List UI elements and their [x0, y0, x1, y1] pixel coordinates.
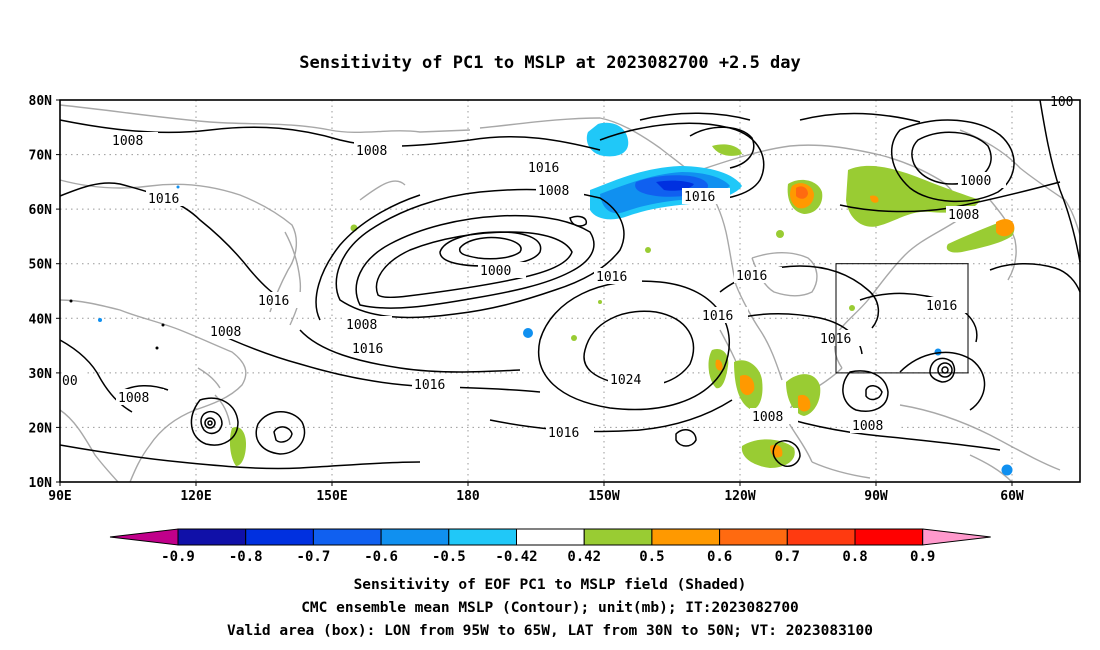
lat-tick-label: 60N: [29, 203, 53, 218]
shade-patch-positive: [740, 374, 755, 396]
shade-patch-positive: [712, 144, 742, 156]
colorbar-label: -0.9: [161, 549, 195, 565]
figure-title: Sensitivity of PC1 to MSLP at 2023082700…: [299, 53, 801, 73]
contour-label: 1024: [610, 373, 641, 388]
contour-label: 1008: [356, 144, 387, 159]
colorbar-label: -0.5: [432, 549, 466, 565]
colorbar-label: 0.42: [567, 549, 601, 565]
colorbar-label: -0.8: [229, 549, 263, 565]
colorbar-label: 0.5: [639, 549, 664, 565]
contour-specks: [69, 299, 165, 350]
contour-label: 1008: [948, 208, 979, 223]
shade-patch-negative: [176, 185, 180, 189]
colorbar-swatch: [380, 528, 450, 546]
contour-label: 1008: [118, 391, 149, 406]
contour-label: 100: [1050, 95, 1073, 110]
colorbar-swatch: [312, 528, 382, 546]
caption-line-2: CMC ensemble mean MSLP (Contour); unit(m…: [301, 600, 799, 616]
colorbar-label: 0.7: [775, 549, 800, 565]
contour-label: 1016: [736, 269, 767, 284]
contour-label: 1008: [752, 410, 783, 425]
contour-label: 1016: [702, 309, 733, 324]
contour-label: 1000: [480, 264, 511, 279]
caption-line-3: Valid area (box): LON from 95W to 65W, L…: [227, 623, 873, 639]
mslp-contours: [59, 99, 1081, 470]
shade-patch-negative: [98, 318, 102, 322]
contour-label: 1008: [852, 419, 883, 434]
lon-tick-label: 180: [456, 489, 480, 504]
colorbar-swatch: [245, 528, 314, 546]
lat-tick-label: 20N: [29, 421, 53, 436]
colorbar-label: 0.6: [707, 549, 732, 565]
valid-area-box: [835, 263, 969, 374]
colorbar: -0.9 -0.8 -0.7 -0.6 -0.5 -0.42 0.42 0.5 0.6 0.7 0.…: [109, 528, 991, 565]
contour-label: 1000: [960, 174, 991, 189]
contour-label: 1016: [926, 299, 957, 314]
shade-patch-positive: [741, 439, 795, 468]
shade-patch-positive: [715, 359, 723, 371]
lon-tick-label: 90E: [48, 489, 71, 504]
shade-patch-positive: [870, 195, 879, 203]
contour-label: 1008: [112, 134, 143, 149]
lon-tick-label: 120W: [724, 489, 755, 504]
shade-patch-positive: [571, 335, 577, 341]
map-frame: [59, 99, 1081, 483]
contour-label: 1016: [548, 426, 579, 441]
caption-line-1: Sensitivity of EOF PC1 to MSLP field (Sh…: [354, 577, 747, 593]
colorbar-swatch: [854, 528, 924, 546]
shade-patch-positive: [996, 219, 1015, 237]
colorbar-label: 0.9: [910, 549, 935, 565]
contour-label: 1016: [684, 190, 715, 205]
lon-axis: 90E 120E 150E 180 150W 120W 90W 60W: [48, 482, 1024, 504]
lat-tick-label: 50N: [29, 258, 53, 273]
colorbar-arrow-low: [109, 528, 179, 546]
lon-tick-label: 150W: [588, 489, 619, 504]
colorbar-swatch: [651, 528, 721, 546]
contour-label: 1008: [210, 325, 241, 340]
shade-patch-positive: [798, 394, 811, 412]
map-panel: 1008 1008 1008 1016 1016 1008 1016 1000 …: [59, 95, 1081, 483]
contour-label: 1008: [538, 184, 569, 199]
shade-patch-positive: [776, 230, 784, 238]
shade-patch-positive: [796, 186, 808, 199]
lon-tick-label: 60W: [1000, 489, 1024, 504]
colorbar-swatch: [719, 528, 788, 546]
colorbar-swatch: [177, 528, 247, 546]
contour-label: 1016: [352, 342, 383, 357]
shade-patch-positive: [598, 300, 602, 304]
lat-tick-label: 40N: [29, 312, 53, 327]
contour-label: 1016: [414, 378, 445, 393]
lon-tick-label: 120E: [180, 489, 211, 504]
colorbar-label: 0.8: [842, 549, 867, 565]
lon-tick-label: 150E: [316, 489, 347, 504]
contour-label: 00: [62, 374, 78, 389]
colorbar-label: -0.42: [495, 549, 537, 565]
lon-tick-label: 90W: [864, 489, 888, 504]
colorbar-arrow-high: [922, 528, 991, 546]
colorbar-label: -0.7: [297, 549, 331, 565]
lat-tick-label: 10N: [29, 476, 53, 491]
shade-patch-positive: [849, 305, 855, 311]
colorbar-swatch: [583, 528, 653, 546]
lat-tick-label: 70N: [29, 149, 53, 164]
lat-axis: 80N 70N 60N 50N 40N 30N 20N 10N: [29, 94, 60, 491]
lat-tick-label: 30N: [29, 367, 53, 382]
colorbar-swatch: [516, 528, 585, 546]
colorbar-swatch: [786, 528, 856, 546]
contour-label: 1016: [596, 270, 627, 285]
contour-labels: 1008 1008 1008 1016 1016 1008 1016 1000 …: [62, 95, 1080, 441]
lat-tick-label: 80N: [29, 94, 53, 109]
shade-patch-negative: [586, 122, 629, 157]
contour-label: 1016: [258, 294, 289, 309]
contour-label: 1016: [148, 192, 179, 207]
shade-patch-negative: [523, 328, 533, 338]
shade-patch-positive: [645, 247, 651, 253]
contour-label: 1008: [346, 318, 377, 333]
colorbar-swatch: [448, 528, 517, 546]
contour-label: 1016: [528, 161, 559, 176]
colorbar-label: -0.6: [364, 549, 398, 565]
shade-patch-negative: [1001, 464, 1013, 476]
